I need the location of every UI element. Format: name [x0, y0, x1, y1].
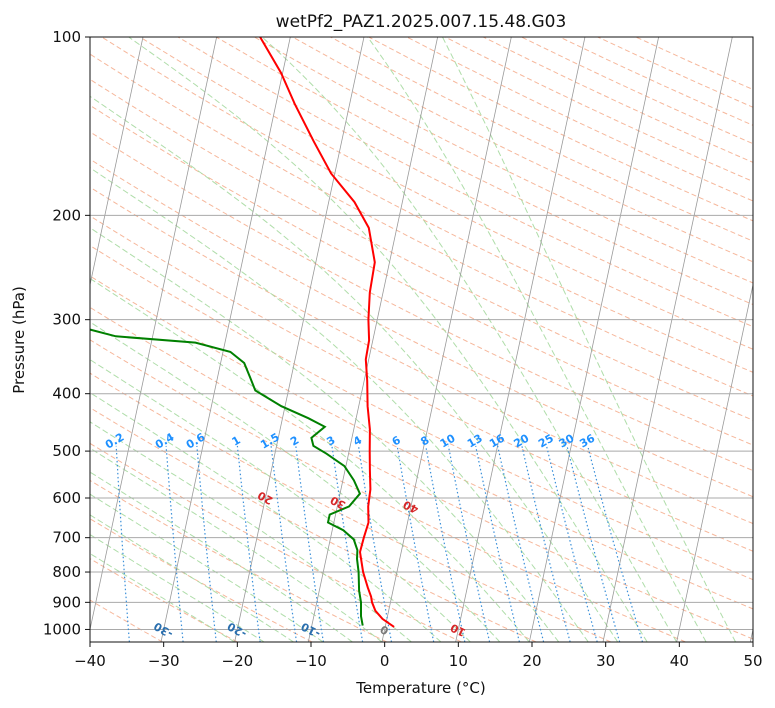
moist-adiabat-line [128, 37, 648, 642]
dry-adiabat-line [90, 275, 753, 610]
isotherm-line [160, 37, 291, 642]
moist-adiabat-line [90, 227, 560, 642]
dry-adiabat-label: 40 [401, 497, 421, 516]
dry-adiabat-line [90, 245, 753, 581]
plot-frame [89, 36, 754, 643]
isotherm-line [307, 37, 439, 642]
isotherm-line [455, 37, 586, 642]
moist-adiabat-line [90, 95, 619, 642]
mixing-ratio-line [196, 445, 217, 642]
mixing-ratio-line [295, 445, 324, 642]
dry-adiabat-label: 30 [328, 493, 348, 512]
mixing-ratio-line [447, 445, 491, 642]
moist-adiabat-line [90, 167, 589, 642]
dry-adiabat-line [90, 186, 753, 525]
y-tick-label: 1000 [43, 620, 81, 638]
dry-adiabat-line [90, 158, 753, 498]
mixing-ratio-line [475, 445, 520, 642]
x-axis-label: Temperature (°C) [355, 679, 485, 697]
y-tick-label: 500 [52, 442, 81, 460]
x-tick-label: 30 [596, 652, 615, 670]
moist-adiabat-line [90, 392, 442, 642]
moist-adiabat-line [367, 37, 707, 642]
dry-adiabat-line [90, 407, 537, 642]
mixing-ratio-line [396, 445, 435, 642]
mixing-ratio-line [521, 445, 571, 642]
axis-layer: −40 −30 −20 −10 0 10 20 30 40 50 100 200 300 400 500 60… [43, 28, 763, 670]
x-tick-label: 20 [522, 652, 541, 670]
dry-adiabat-line [90, 518, 313, 642]
isotherm-line [381, 37, 512, 642]
y-tick-label: 900 [52, 593, 81, 611]
chart-title: wetPf2_PAZ1.2025.007.15.48.G03 [276, 12, 567, 32]
isotherm-line [676, 282, 753, 642]
moist-adiabat-line [90, 277, 530, 642]
x-tick-label: −20 [222, 652, 254, 670]
dewpoint-profile-line [90, 328, 364, 626]
moist-adiabat-line [90, 421, 412, 642]
dry-adiabat-label: 10 [448, 621, 468, 639]
series-layer [90, 37, 395, 628]
isotherm-line [602, 37, 733, 642]
dry-adiabat-line [90, 339, 686, 642]
mixing-ratio-line [545, 445, 598, 642]
mixing-ratio-line [425, 445, 466, 642]
mixing-ratio-line [357, 445, 393, 642]
y-tick-label: 400 [52, 385, 81, 403]
moist-adiabat-line [261, 37, 678, 642]
mixing-ratio-line [331, 445, 364, 642]
x-tick-label: −30 [148, 652, 180, 670]
dry-adiabat-line [90, 442, 462, 642]
moist-adiabat-line [442, 37, 737, 642]
moist-adiabat-line [90, 321, 501, 642]
x-tick-label: −10 [295, 652, 327, 670]
dry-adiabat-line [90, 78, 753, 421]
mixing-ratio-line [236, 445, 261, 642]
dry-adiabat-line [101, 37, 753, 373]
y-axis-label: Pressure (hPa) [10, 286, 28, 394]
dry-adiabat-line [90, 215, 753, 552]
moist-adiabat-line [90, 493, 324, 642]
mixing-ratio-line [497, 445, 545, 642]
grid-layer [90, 37, 753, 642]
dry-adiabat-line [90, 104, 753, 446]
dry-adiabat-line [90, 372, 612, 642]
y-tick-label: 600 [52, 489, 81, 507]
x-tick-label: 40 [670, 652, 689, 670]
temperature-profile-line [259, 37, 395, 628]
dry-adiabat-line [139, 37, 753, 350]
moist-adiabat-line [90, 471, 353, 642]
mixing-ratio-line [115, 445, 130, 642]
x-tick-label: 0 [380, 652, 390, 670]
isotherm-line [528, 37, 660, 642]
y-tick-label: 300 [52, 311, 81, 329]
y-tick-label: 200 [52, 206, 81, 224]
isotherm-line [234, 37, 365, 642]
mixing-ratio-line [587, 445, 644, 642]
y-tick-label: 800 [52, 563, 81, 581]
isotherm-line [90, 37, 144, 287]
dry-adiabat-line [90, 53, 753, 397]
mixing-ratio-line [165, 445, 184, 642]
mixing-ratio-line [566, 445, 621, 642]
y-tick-label: 700 [52, 529, 81, 547]
x-tick-label: −40 [74, 652, 106, 670]
y-tick-label: 100 [52, 28, 81, 46]
x-tick-label: 50 [743, 652, 762, 670]
x-tick-label: 10 [449, 652, 468, 670]
mixing-ratio-line [270, 445, 298, 642]
